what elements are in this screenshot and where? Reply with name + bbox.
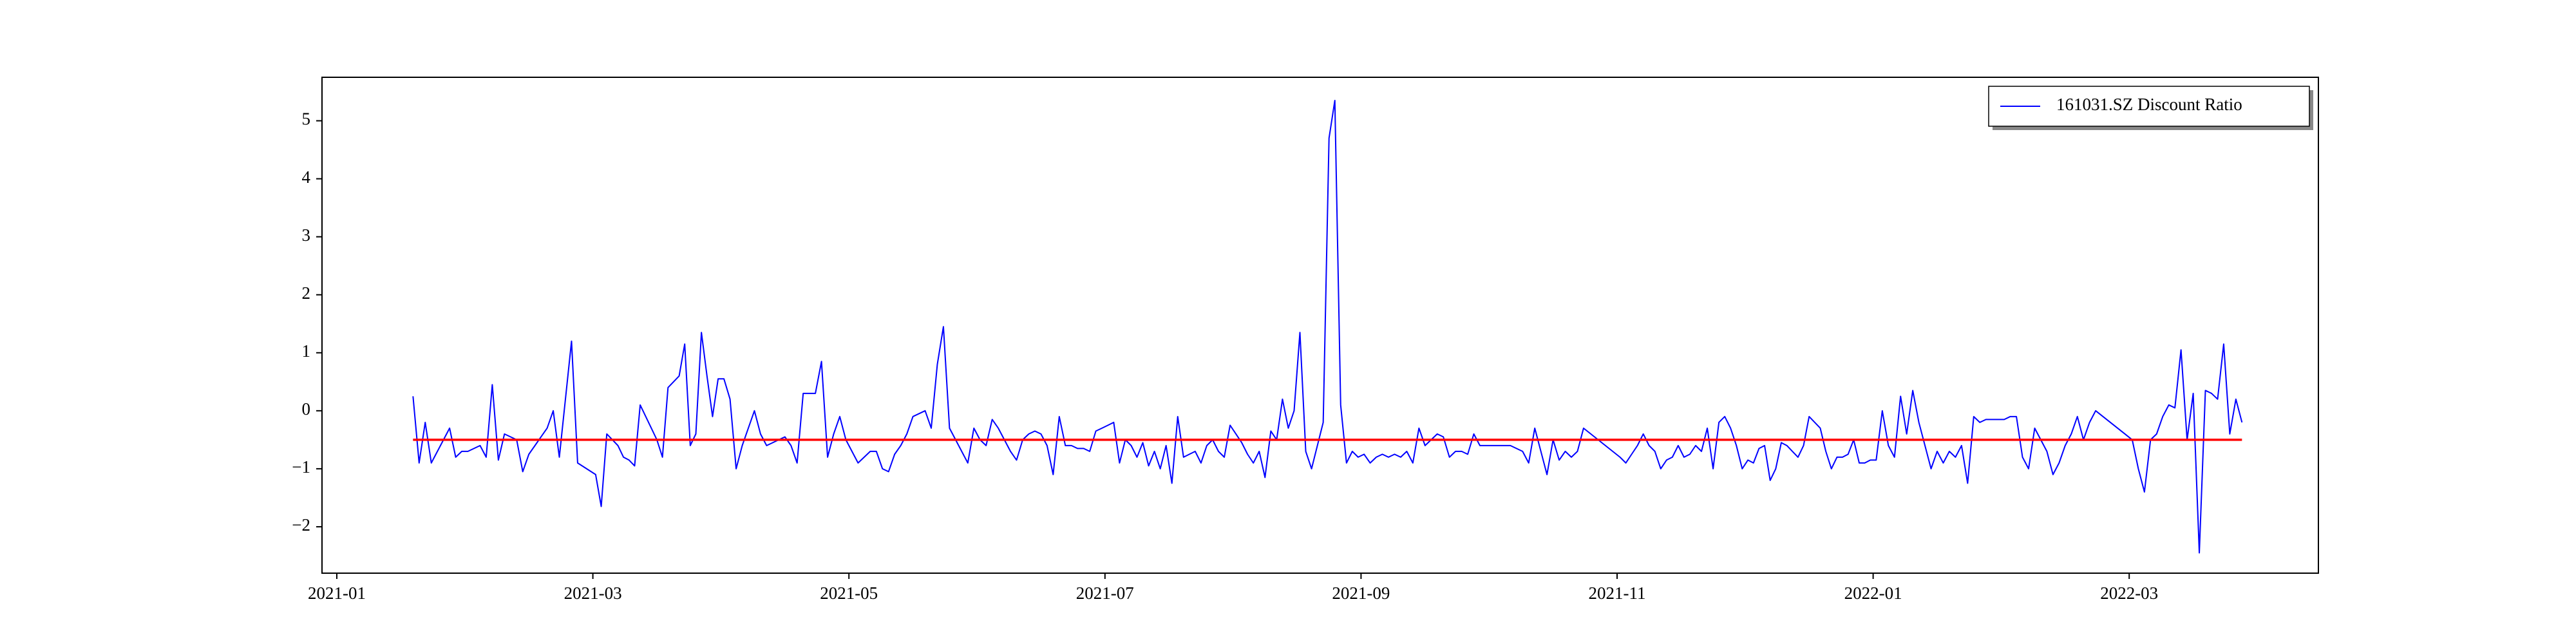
x-tick-label: 2022-03 xyxy=(2100,583,2158,603)
y-tick-label: −1 xyxy=(292,457,310,477)
y-tick-label: 1 xyxy=(302,341,311,361)
y-tick-label: 0 xyxy=(302,399,311,419)
data-line xyxy=(412,100,2243,554)
x-tick-label: 2021-05 xyxy=(820,583,878,603)
x-tick-label: 2021-01 xyxy=(308,583,366,603)
y-tick-label: 3 xyxy=(302,225,311,245)
legend: 161031.SZ Discount Ratio xyxy=(1988,86,2313,130)
legend-box xyxy=(1988,86,2310,127)
x-tick-label: 2021-03 xyxy=(564,583,622,603)
x-tick-label: 2021-07 xyxy=(1076,583,1134,603)
y-tick-label: 4 xyxy=(302,167,311,187)
x-tick-label: 2021-09 xyxy=(1332,583,1390,603)
x-tick-label: 2021-11 xyxy=(1589,583,1646,603)
legend-label: 161031.SZ Discount Ratio xyxy=(2056,95,2242,114)
plot-frame xyxy=(321,77,2319,574)
x-tick-label: 2022-01 xyxy=(1844,583,1902,603)
y-tick-label: 2 xyxy=(302,283,311,303)
y-tick-label: −2 xyxy=(292,515,310,535)
y-tick-label: 5 xyxy=(302,109,311,129)
